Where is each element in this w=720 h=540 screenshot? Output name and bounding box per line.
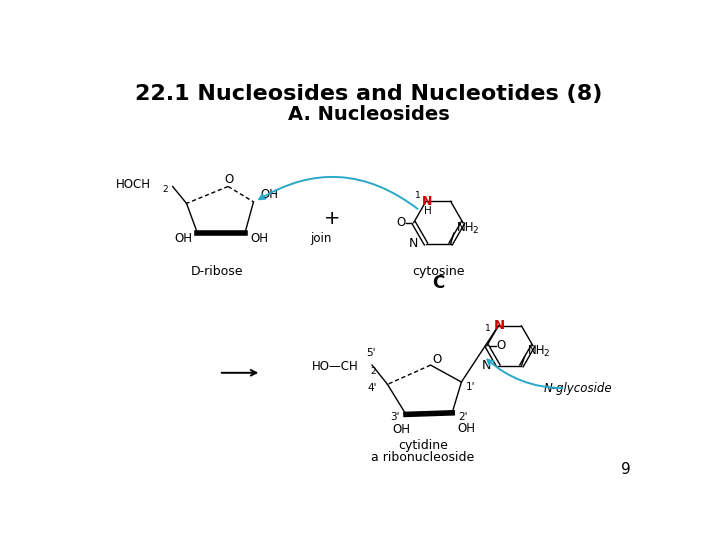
- Text: N: N: [423, 195, 433, 208]
- Text: 3': 3': [390, 413, 400, 422]
- Text: 2: 2: [472, 226, 478, 234]
- Text: 2': 2': [458, 413, 468, 422]
- Text: 1: 1: [415, 191, 421, 200]
- Text: O: O: [224, 173, 233, 186]
- Text: 1': 1': [466, 382, 475, 392]
- Text: O: O: [397, 216, 406, 229]
- Text: 2: 2: [162, 185, 168, 194]
- Text: OH: OH: [457, 422, 475, 435]
- Text: 9: 9: [621, 462, 631, 477]
- Text: OH: OH: [250, 232, 268, 245]
- Text: cytidine: cytidine: [398, 440, 448, 453]
- Text: 1: 1: [485, 325, 490, 333]
- Text: HO—CH: HO—CH: [312, 360, 359, 373]
- Text: N: N: [494, 319, 505, 332]
- Text: a ribonucleoside: a ribonucleoside: [372, 451, 474, 464]
- Text: O: O: [496, 339, 505, 353]
- Text: 22.1 Nucleosides and Nucleotides (8): 22.1 Nucleosides and Nucleotides (8): [135, 84, 603, 104]
- Text: +: +: [324, 210, 341, 228]
- Text: A. Nucleosides: A. Nucleosides: [288, 105, 450, 124]
- Text: N-glycoside: N-glycoside: [544, 382, 613, 395]
- Text: cytosine: cytosine: [412, 265, 464, 278]
- Text: OH: OH: [260, 188, 278, 201]
- Text: HOCH: HOCH: [116, 178, 151, 191]
- Text: N: N: [481, 359, 490, 373]
- Text: D-ribose: D-ribose: [190, 265, 243, 278]
- Text: OH: OH: [174, 232, 192, 245]
- Text: C: C: [432, 274, 444, 293]
- Text: NH: NH: [528, 344, 545, 357]
- Text: N: N: [409, 238, 418, 251]
- Text: OH: OH: [392, 423, 410, 436]
- Text: H: H: [423, 206, 431, 215]
- Text: 5': 5': [366, 348, 375, 358]
- Text: 2: 2: [371, 367, 376, 376]
- Text: 4': 4': [367, 383, 377, 393]
- Text: 2: 2: [543, 349, 549, 358]
- Text: NH: NH: [456, 220, 474, 233]
- Text: O: O: [432, 353, 441, 366]
- Text: join: join: [310, 232, 332, 245]
